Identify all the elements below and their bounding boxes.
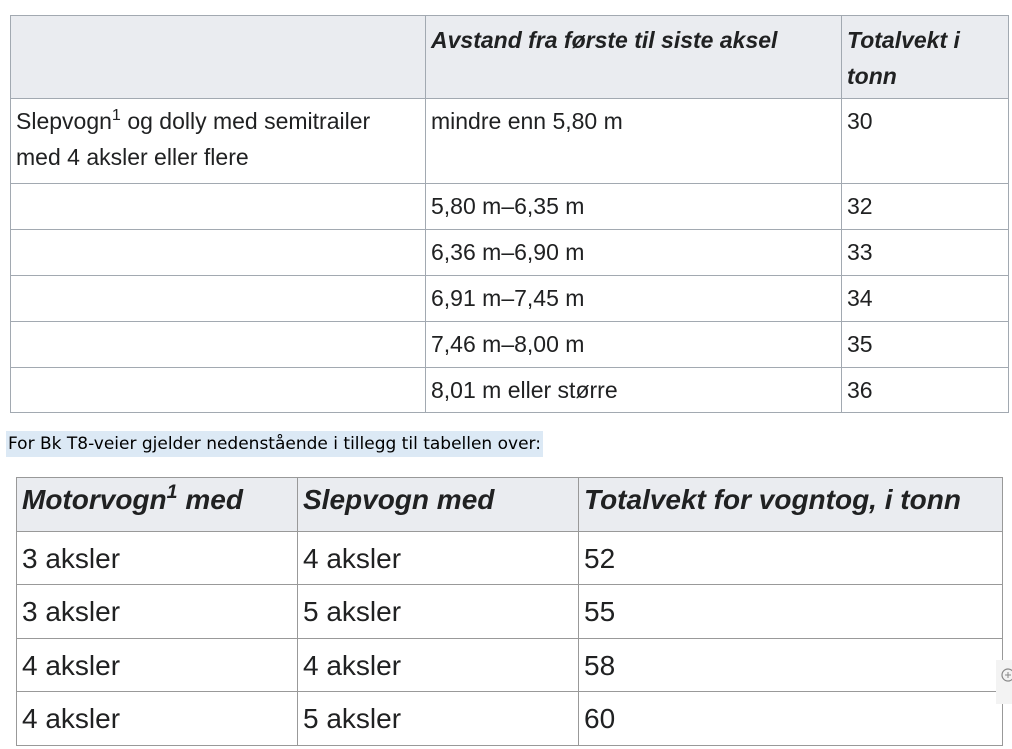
cell: 6,91 m–7,45 m bbox=[425, 275, 842, 322]
cell: 7,46 m–8,00 m bbox=[425, 321, 842, 368]
cell: 4 aksler bbox=[16, 691, 298, 746]
icon-graphic bbox=[1001, 668, 1012, 682]
cell: 4 aksler bbox=[16, 638, 298, 692]
row: 6,36 m–6,90 m 33 bbox=[10, 229, 1009, 276]
cell: mindre enn 5,80 m bbox=[425, 98, 842, 184]
cell: 52 bbox=[578, 531, 1003, 585]
cell bbox=[10, 183, 426, 230]
cell: 30 bbox=[841, 98, 1009, 184]
header-row: Motorvogn1 med Slepvogn med Totalvekt for… bbox=[16, 477, 1003, 532]
side-icon[interactable] bbox=[996, 660, 1012, 704]
cell: 34 bbox=[841, 275, 1009, 322]
header-row: Avstand fra første til siste aksel Total… bbox=[10, 15, 1009, 99]
header-cell bbox=[10, 15, 426, 99]
row: 7,46 m–8,00 m 35 bbox=[10, 321, 1009, 368]
cell: 6,36 m–6,90 m bbox=[425, 229, 842, 276]
row: 5,80 m–6,35 m 32 bbox=[10, 183, 1009, 230]
cell: 36 bbox=[841, 367, 1009, 413]
cell: 55 bbox=[578, 584, 1003, 639]
footnote-ref: 1 bbox=[166, 481, 178, 504]
cell: 5 aksler bbox=[297, 584, 579, 639]
weight-table: Avstand fra første til siste aksel Total… bbox=[10, 15, 1009, 413]
footnote-ref: 1 bbox=[111, 106, 121, 125]
header-cell: Avstand fra første til siste aksel bbox=[425, 15, 842, 99]
cell bbox=[10, 367, 426, 413]
cell: 33 bbox=[841, 229, 1009, 276]
header-cell: Slepvogn med bbox=[297, 477, 579, 532]
note: For Bk T8-veier gjelder nedenstående i t… bbox=[6, 431, 543, 457]
row: 3 aksler 4 aksler 52 bbox=[16, 531, 1003, 585]
cell: 8,01 m eller større bbox=[425, 367, 842, 413]
cell: 4 aksler bbox=[297, 638, 579, 692]
header-cell: Motorvogn1 med bbox=[16, 477, 298, 532]
cell: Slepvogn1 og dolly med semitrailer med 4 … bbox=[10, 98, 426, 184]
header-cell: Totalvekt for vogntog, i tonn bbox=[578, 477, 1003, 532]
row: 4 aksler 5 aksler 60 bbox=[16, 691, 1003, 746]
cell: 5,80 m–6,35 m bbox=[425, 183, 842, 230]
header-cell: Totalvekt i tonn bbox=[841, 15, 1009, 99]
text: Slepvogn bbox=[16, 108, 112, 134]
cell: 4 aksler bbox=[297, 531, 579, 585]
cell bbox=[10, 275, 426, 322]
text: og dolly med semitrailer med 4 aksler el… bbox=[16, 108, 371, 170]
cell: 58 bbox=[578, 638, 1003, 692]
row: 8,01 m eller større 36 bbox=[10, 367, 1009, 413]
cell bbox=[10, 321, 426, 368]
train-table: Motorvogn1 med Slepvogn med Totalvekt for… bbox=[16, 477, 1003, 746]
text: Motorvogn bbox=[22, 484, 167, 515]
row: Slepvogn1 og dolly med semitrailer med 4 … bbox=[10, 98, 1009, 184]
cell: 3 aksler bbox=[16, 584, 298, 639]
cell: 5 aksler bbox=[297, 691, 579, 746]
row: 4 aksler 4 aksler 58 bbox=[16, 638, 1003, 692]
cell: 35 bbox=[841, 321, 1009, 368]
cell bbox=[10, 229, 426, 276]
cell: 32 bbox=[841, 183, 1009, 230]
cell: 60 bbox=[578, 691, 1003, 746]
row: 6,91 m–7,45 m 34 bbox=[10, 275, 1009, 322]
row: 3 aksler 5 aksler 55 bbox=[16, 584, 1003, 639]
text: med bbox=[185, 484, 243, 515]
cell: 3 aksler bbox=[16, 531, 298, 585]
